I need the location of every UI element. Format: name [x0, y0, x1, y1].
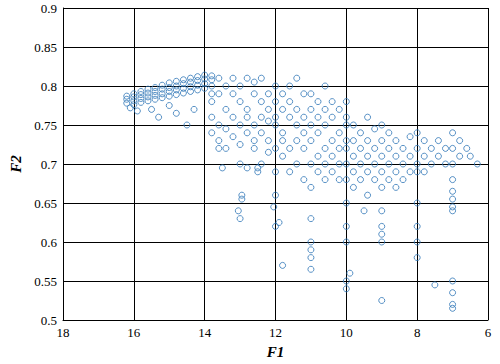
svg-text:14: 14 — [198, 325, 212, 340]
svg-text:F2: F2 — [8, 155, 24, 174]
svg-text:16: 16 — [127, 325, 141, 340]
svg-text:0.5: 0.5 — [41, 313, 57, 328]
svg-text:0.55: 0.55 — [34, 274, 57, 289]
svg-text:0.6: 0.6 — [41, 235, 58, 250]
svg-text:F1: F1 — [266, 344, 285, 360]
svg-text:6: 6 — [485, 325, 492, 340]
svg-text:0.7: 0.7 — [41, 157, 58, 172]
svg-text:0.85: 0.85 — [34, 40, 57, 55]
svg-text:0.8: 0.8 — [41, 79, 57, 94]
svg-text:10: 10 — [340, 325, 353, 340]
svg-text:0.9: 0.9 — [41, 1, 57, 16]
svg-text:0.75: 0.75 — [34, 118, 57, 133]
svg-text:18: 18 — [57, 325, 70, 340]
svg-text:12: 12 — [269, 325, 282, 340]
svg-text:0.65: 0.65 — [34, 196, 57, 211]
svg-text:8: 8 — [414, 325, 421, 340]
